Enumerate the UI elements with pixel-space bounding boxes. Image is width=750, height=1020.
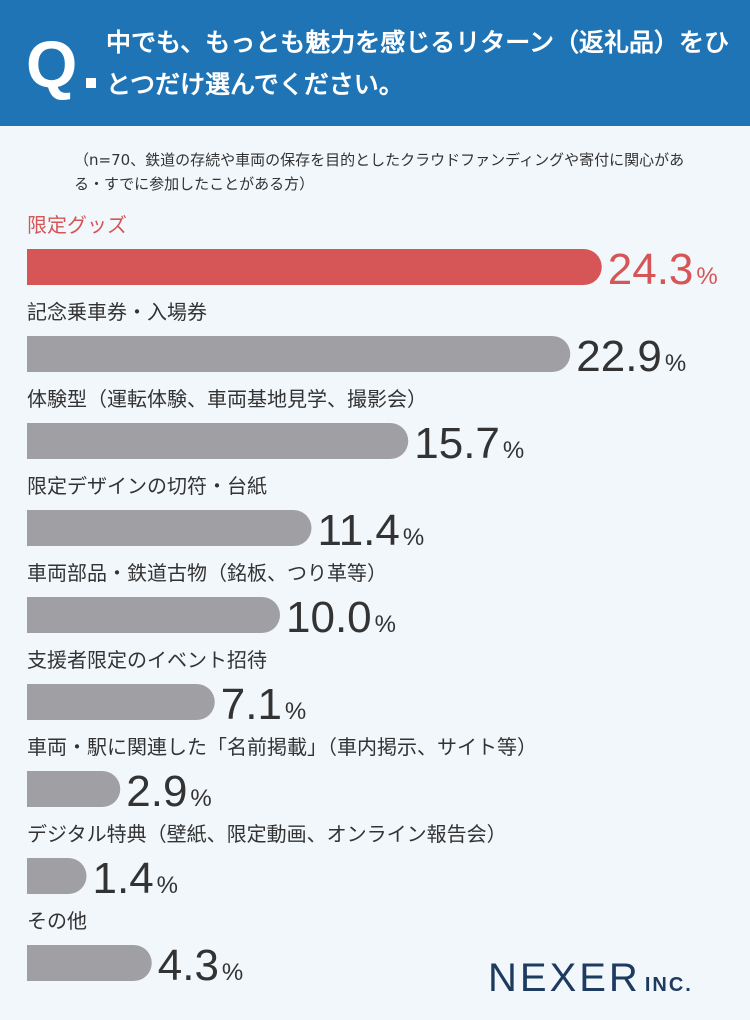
- category-label: 限定グッズ: [27, 213, 127, 237]
- bar-left-cap: [27, 597, 45, 633]
- bar-left-cap: [27, 336, 45, 372]
- value-unit: %: [696, 263, 717, 290]
- bar: [27, 423, 409, 459]
- category-label: デジタル特典（壁紙、限定動画、オンライン報告会）: [27, 822, 507, 846]
- value-label: 15.7%: [414, 419, 524, 468]
- bar-left-cap: [27, 945, 45, 981]
- sample-note: （n=70、鉄道の存続や車両の保存を目的としたクラウドファンディングや寄付に関心…: [74, 151, 685, 193]
- category-label: 車両部品・鉄道古物（銘板、つり革等）: [27, 561, 387, 585]
- q-mark: Q: [26, 27, 78, 101]
- bar-left-cap: [27, 249, 45, 285]
- value-label: 10.0%: [286, 593, 396, 642]
- value-label: 7.1%: [221, 680, 307, 729]
- bar-left-cap: [27, 771, 45, 807]
- value-label: 22.9%: [576, 332, 686, 381]
- value-number: 4.3: [158, 941, 219, 990]
- category-label: 車両・駅に関連した「名前掲載」（車内掲示、サイト等）: [27, 735, 537, 759]
- bar: [27, 510, 312, 546]
- bar-left-cap: [27, 510, 45, 546]
- nexer-logo: NEXER INC.: [488, 956, 693, 1001]
- value-number: 7.1: [221, 680, 282, 729]
- logo-main: NEXER: [488, 956, 641, 1000]
- bar: [27, 771, 121, 807]
- value-label: 2.9%: [126, 767, 212, 816]
- value-number: 24.3: [608, 245, 694, 294]
- value-unit: %: [503, 437, 524, 464]
- value-label: 1.4%: [93, 854, 179, 903]
- value-unit: %: [190, 785, 211, 812]
- value-unit: %: [403, 524, 424, 551]
- value-number: 15.7: [414, 419, 500, 468]
- bar: [27, 684, 215, 720]
- question-text: 中でも、もっとも魅力を感じるリターン（返礼品）をひとつだけ選んでください。: [106, 28, 730, 99]
- value-label: 11.4%: [318, 506, 425, 555]
- bar-left-cap: [27, 423, 45, 459]
- value-number: 1.4: [93, 854, 154, 903]
- category-label: 体験型（運転体験、車両基地見学、撮影会）: [27, 387, 427, 411]
- bar: [27, 249, 602, 285]
- category-label: 支援者限定のイベント招待: [27, 648, 267, 672]
- q-dot: [86, 78, 96, 88]
- bar-left-cap: [27, 858, 45, 894]
- logo-inc: INC.: [644, 974, 693, 996]
- value-unit: %: [285, 698, 306, 725]
- value-number: 10.0: [286, 593, 372, 642]
- value-unit: %: [157, 872, 178, 899]
- bar-left-cap: [27, 684, 45, 720]
- value-number: 2.9: [126, 767, 187, 816]
- category-label: 記念乗車券・入場券: [27, 300, 207, 324]
- category-label: その他: [27, 909, 87, 933]
- category-label: 限定デザインの切符・台紙: [27, 474, 267, 498]
- value-unit: %: [665, 350, 686, 377]
- question-header: Q 中でも、もっとも魅力を感じるリターン（返礼品）をひとつだけ選んでください。: [0, 0, 750, 126]
- value-number: 22.9: [576, 332, 662, 381]
- value-unit: %: [375, 611, 396, 638]
- bar: [27, 336, 571, 372]
- value-label: 24.3%: [608, 245, 718, 294]
- bar: [27, 945, 152, 981]
- bar: [27, 597, 280, 633]
- value-label: 4.3%: [158, 941, 244, 990]
- value-number: 11.4: [318, 506, 400, 555]
- value-unit: %: [222, 959, 243, 986]
